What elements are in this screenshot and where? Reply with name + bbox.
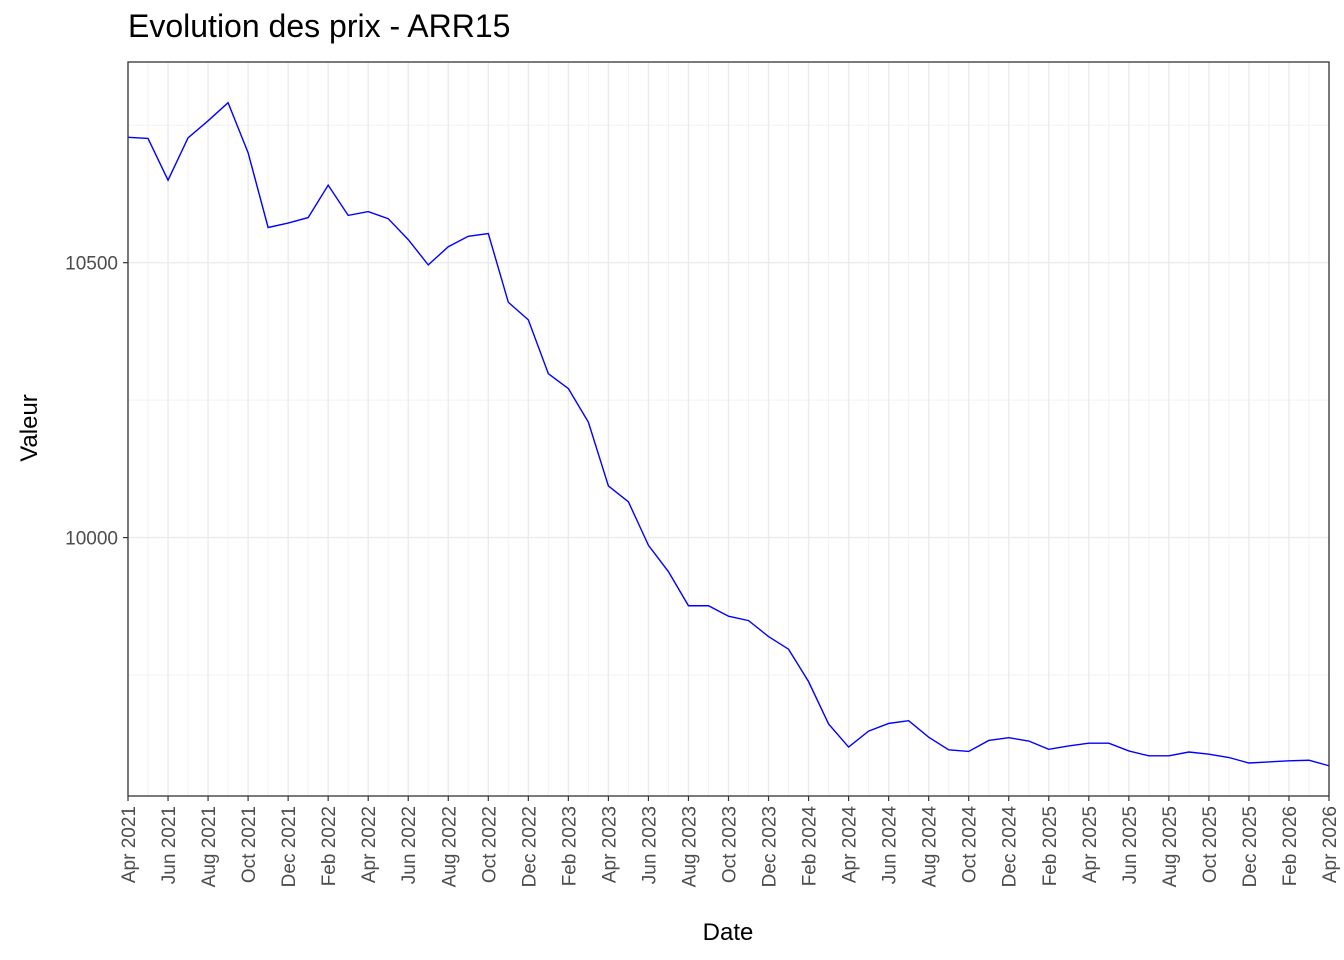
x-tick-label: Jun 2023: [639, 806, 660, 884]
x-tick-label: Aug 2025: [1160, 806, 1181, 887]
x-axis-title: Date: [703, 919, 754, 946]
x-tick-label: Oct 2023: [720, 806, 741, 883]
x-tick-label: Dec 2022: [519, 806, 540, 887]
y-axis: 10000 10500: [65, 254, 128, 550]
y-tick-label: 10000: [65, 529, 118, 550]
x-tick-label: Aug 2021: [199, 806, 220, 887]
x-tick-label: Apr 2026: [1320, 806, 1341, 883]
x-tick-label: Jun 2025: [1120, 806, 1141, 884]
x-tick-label: Jun 2024: [880, 806, 901, 885]
x-tick-label: Feb 2025: [1040, 806, 1061, 886]
x-tick-label: Aug 2024: [920, 806, 941, 888]
x-tick-label: Apr 2024: [840, 806, 861, 884]
chart-title: Evolution des prix - ARR15: [128, 8, 511, 44]
x-tick-label: Aug 2023: [679, 806, 700, 887]
x-tick-label: Feb 2022: [319, 806, 340, 886]
x-tick-label: Oct 2022: [479, 806, 500, 883]
x-tick-label: Oct 2024: [960, 806, 981, 884]
x-tick-label: Oct 2021: [239, 806, 260, 883]
series-layer: [127, 101, 1330, 767]
x-tick-label: Feb 2023: [559, 806, 580, 886]
x-tick-label: Apr 2021: [119, 806, 140, 883]
x-axis: Apr 2021 Jun 2021 Aug 2021 Oct 2021 Dec 2021…: [119, 796, 1341, 887]
x-tick-label: Jun 2022: [399, 806, 420, 884]
x-tick-label: Apr 2023: [599, 806, 620, 883]
x-tick-label: Jun 2021: [159, 806, 180, 884]
x-tick-label: Feb 2026: [1280, 806, 1301, 886]
x-tick-label: Apr 2025: [1080, 806, 1101, 883]
series-line: [127, 101, 1330, 767]
y-axis-title: Valeur: [16, 394, 43, 462]
x-tick-label: Dec 2025: [1240, 806, 1261, 887]
x-tick-label: Oct 2025: [1200, 806, 1221, 883]
x-tick-label: Apr 2022: [359, 806, 380, 883]
x-tick-label: Dec 2021: [279, 806, 300, 887]
x-tick-label: Dec 2023: [760, 806, 781, 887]
x-tick-label: Dec 2024: [1000, 806, 1021, 888]
x-tick-label: Feb 2024: [800, 806, 821, 887]
x-tick-label: Aug 2022: [439, 806, 460, 887]
y-tick-label: 10500: [65, 254, 118, 275]
